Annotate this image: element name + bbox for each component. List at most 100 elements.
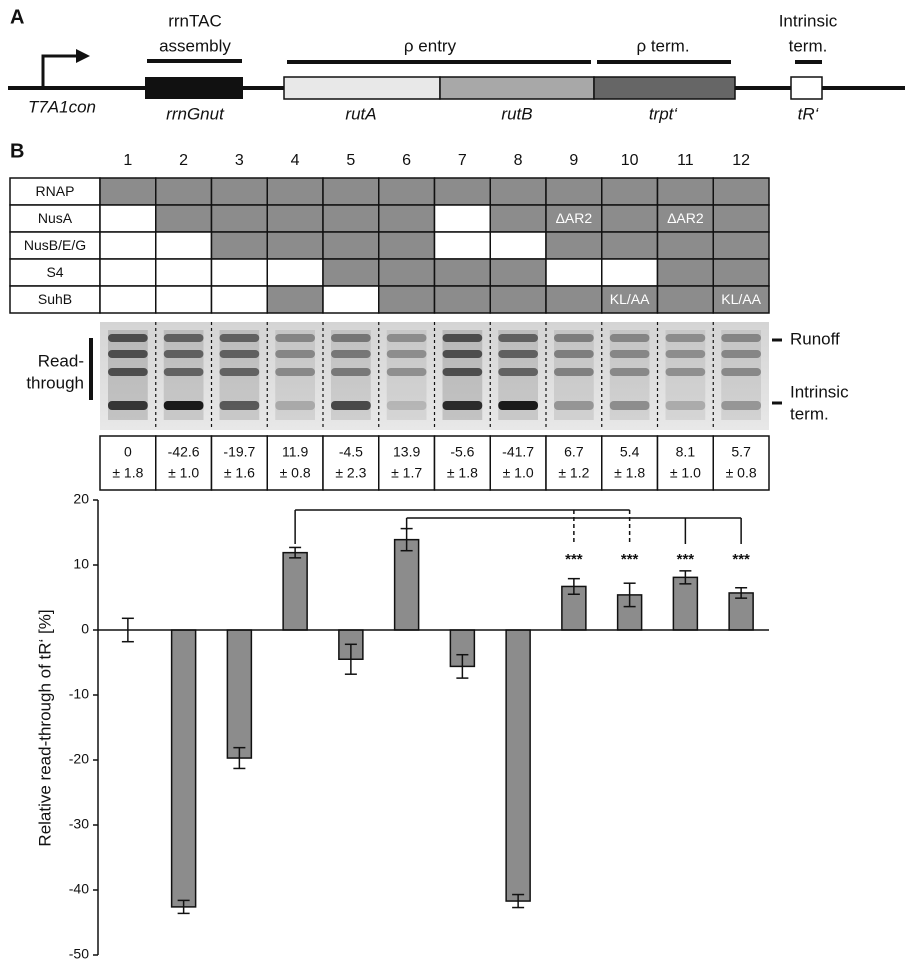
table-cell (435, 286, 491, 313)
gel-band (554, 401, 594, 410)
y-tick-label: 0 (81, 621, 89, 637)
table-cell (156, 286, 212, 313)
table-cell (267, 205, 323, 232)
table-cell (379, 259, 435, 286)
lane-number: 10 (621, 152, 639, 169)
y-tick-label: 20 (73, 491, 89, 507)
gel-band (220, 334, 260, 342)
bracket-label: Read- (38, 351, 84, 370)
lane-number: 6 (402, 152, 411, 169)
lane-number: 3 (235, 152, 244, 169)
gel-band (331, 350, 371, 358)
gel-band (164, 368, 204, 376)
table-cell (658, 232, 714, 259)
gel-band (108, 368, 148, 376)
table-cell (100, 259, 156, 286)
gel-band (387, 334, 427, 342)
gel-band (610, 401, 650, 410)
gel-band (666, 350, 706, 358)
table-cell (435, 259, 491, 286)
gel-band (498, 334, 538, 342)
y-tick-label: 10 (73, 556, 89, 572)
gel-band (220, 350, 260, 358)
panel-label: B (10, 140, 24, 162)
band-label: Intrinsic (790, 382, 849, 401)
region-label: ρ term. (636, 36, 689, 55)
figure: A B T7A1con rrnGnutrutArutBtrpt‘tR‘rrnTA… (0, 0, 911, 961)
row-label: NusA (38, 210, 73, 226)
region-label: rrnTAC (168, 11, 222, 30)
error-label: ± 0.8 (726, 465, 757, 481)
gel-band (721, 368, 761, 376)
row-label: NusB/E/G (24, 237, 86, 253)
table-cell (490, 178, 546, 205)
lane-number: 7 (458, 152, 467, 169)
gel-band (275, 401, 315, 410)
table-cell (546, 286, 602, 313)
value-label: 13.9 (393, 444, 420, 460)
table-cell (490, 259, 546, 286)
table-cell (267, 259, 323, 286)
gel-band (108, 334, 148, 342)
table-cell (100, 232, 156, 259)
table-cell (212, 259, 268, 286)
segment-box (791, 77, 822, 99)
gel-band (666, 368, 706, 376)
bar (395, 540, 419, 630)
lane-number: 8 (514, 152, 523, 169)
significance-label: *** (677, 551, 695, 568)
table-cell (323, 205, 379, 232)
band-label: Runoff (790, 329, 840, 348)
table-cell (323, 178, 379, 205)
arrow-head (76, 49, 90, 63)
error-label: ± 1.2 (558, 465, 589, 481)
table-cell (156, 205, 212, 232)
cell-label: KL/AA (610, 291, 650, 307)
y-tick-label: -30 (69, 816, 89, 832)
y-tick-label: -10 (69, 686, 89, 702)
segment-label: rutA (345, 104, 376, 123)
segment-label: tR‘ (798, 104, 820, 123)
table-cell (490, 232, 546, 259)
bar (673, 577, 697, 630)
gel-band (721, 350, 761, 358)
gel-band (554, 334, 594, 342)
table-cell (212, 286, 268, 313)
lane-number: 5 (346, 152, 355, 169)
significance-label: *** (621, 551, 639, 568)
segment-box (284, 77, 440, 99)
promoter-arrow (43, 56, 78, 88)
table-cell (212, 178, 268, 205)
gel-band (164, 334, 204, 342)
table-cell (435, 178, 491, 205)
segment-box (440, 77, 594, 99)
lane-number: 1 (123, 152, 132, 169)
value-label: -41.7 (502, 444, 534, 460)
cell-label: ΔAR2 (556, 210, 593, 226)
value-label: 5.7 (731, 444, 751, 460)
table-cell (602, 178, 658, 205)
bar (227, 630, 251, 758)
cell-label: ΔAR2 (667, 210, 704, 226)
gel-band (387, 368, 427, 376)
error-label: ± 0.8 (280, 465, 311, 481)
table-cell (100, 178, 156, 205)
panel-label: A (10, 6, 24, 28)
row-label: RNAP (36, 183, 75, 199)
table-cell (658, 259, 714, 286)
gel-band (331, 401, 371, 410)
band-label: term. (790, 404, 829, 423)
error-label: ± 1.6 (224, 465, 255, 481)
gel-band (387, 350, 427, 358)
segment-label: rrnGnut (166, 104, 225, 123)
y-tick-label: -20 (69, 751, 89, 767)
gel-band (498, 401, 538, 410)
table-cell (546, 259, 602, 286)
gel-band (164, 350, 204, 358)
gel-band (443, 350, 483, 358)
table-cell (435, 232, 491, 259)
bar (172, 630, 196, 907)
gel-band (164, 401, 204, 410)
table-cell (602, 205, 658, 232)
table-cell (156, 259, 212, 286)
